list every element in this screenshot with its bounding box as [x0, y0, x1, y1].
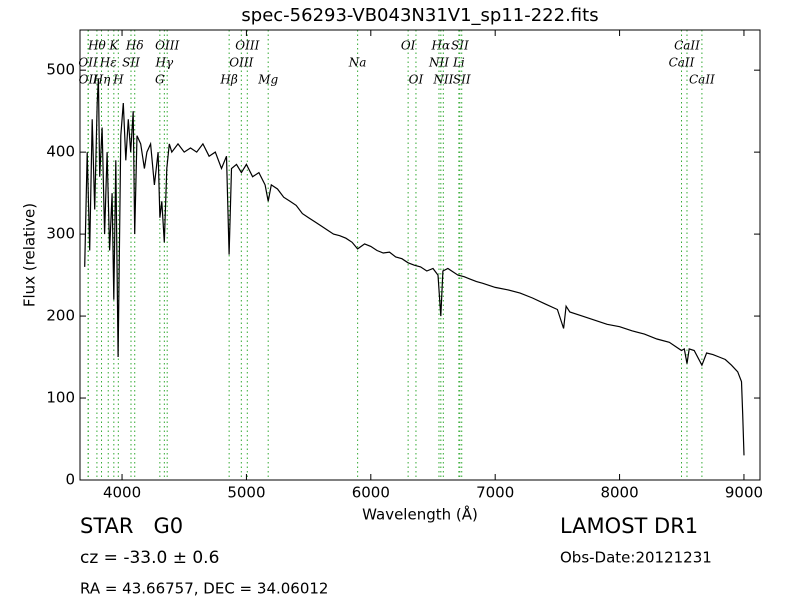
- line-label: Hβ: [219, 73, 237, 87]
- line-label: CaII: [669, 56, 695, 70]
- y-tick-label: 100: [46, 389, 75, 407]
- x-tick-label: 4000: [103, 484, 141, 502]
- x-tick-label: 9000: [725, 484, 763, 502]
- class-label: STAR G0: [80, 514, 183, 538]
- coords-label: RA = 43.66757, DEC = 34.06012: [80, 580, 328, 598]
- line-label: OI: [401, 39, 416, 53]
- chart-title: spec-56293-VB043N31V1_sp11-222.fits: [241, 5, 598, 26]
- y-tick-label: 500: [46, 61, 75, 79]
- line-label: OIII: [229, 56, 253, 70]
- line-label: SII: [122, 56, 140, 70]
- line-label: SII: [453, 73, 471, 87]
- line-label: G: [155, 73, 165, 87]
- y-tick-label: 300: [46, 225, 75, 243]
- line-label: CaII: [689, 73, 715, 87]
- line-label: Hη: [92, 73, 111, 87]
- line-label: Na: [348, 56, 367, 70]
- line-label: NII: [432, 73, 453, 87]
- line-label: Li: [452, 56, 465, 70]
- y-tick-label: 0: [65, 471, 75, 489]
- line-label: NII: [428, 56, 449, 70]
- line-label: H: [112, 73, 124, 87]
- y-axis-label: Flux (relative): [21, 203, 39, 307]
- line-label: Hδ: [125, 39, 144, 53]
- line-label: Mg: [257, 73, 278, 87]
- x-tick-label: 7000: [476, 484, 514, 502]
- line-label: OI: [409, 73, 424, 87]
- y-tick-label: 200: [46, 307, 75, 325]
- line-label: K: [108, 39, 119, 53]
- date-label: Obs-Date:20121231: [560, 549, 712, 567]
- x-tick-label: 8000: [600, 484, 638, 502]
- line-label: CaII: [674, 39, 700, 53]
- line-label: OIII: [155, 39, 179, 53]
- spectrum-line: [84, 78, 745, 456]
- y-tick-label: 400: [46, 143, 75, 161]
- line-label: OII: [79, 73, 99, 87]
- x-axis-label: Wavelength (Å): [362, 505, 478, 524]
- plot-frame: [79, 29, 761, 481]
- cz-label: cz = -33.0 ± 0.6: [80, 548, 219, 568]
- x-tick-label: 5000: [227, 484, 265, 502]
- line-label: Hε: [99, 56, 117, 70]
- line-label: Hα: [431, 39, 451, 53]
- survey-label: LAMOST DR1: [560, 514, 698, 538]
- line-label: Hθ: [87, 39, 106, 53]
- line-label: SII: [451, 39, 469, 53]
- line-label: Hγ: [155, 56, 174, 70]
- line-label: OIII: [235, 39, 259, 53]
- x-tick-label: 6000: [352, 484, 390, 502]
